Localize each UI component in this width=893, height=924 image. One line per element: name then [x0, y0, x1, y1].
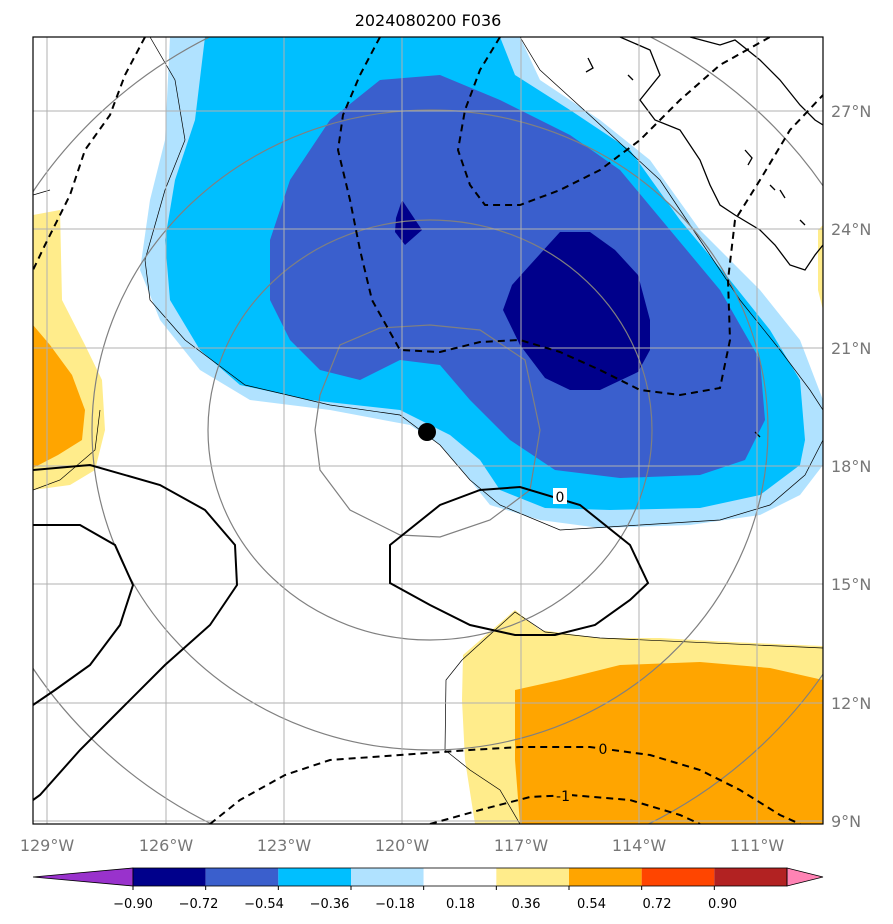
colorbar-segment: [496, 868, 569, 886]
colorbar-extend-high: [786, 867, 824, 887]
colorbar-segment: [714, 868, 787, 886]
lon-tick-label: 120°W: [375, 836, 430, 855]
colorbar-segment: [351, 868, 424, 886]
map-layers: 0 0 -1: [33, 37, 823, 824]
graticule: [33, 37, 823, 824]
fill-navy-region: [503, 232, 650, 390]
thin-contour-lines: [33, 37, 823, 824]
figure-title: 2024080200 F036: [355, 11, 502, 30]
map-frame: [32, 36, 824, 825]
contour-label-zero-north: 0: [556, 490, 565, 506]
lat-tick-label: 9°N: [831, 812, 861, 831]
lon-tick-label: 114°W: [612, 836, 667, 855]
contour-label-minus-one: -1: [556, 789, 570, 805]
lon-tick-label: 129°W: [20, 836, 75, 855]
dashed-contours: [33, 37, 823, 824]
colorbar: [32, 867, 824, 890]
lon-tick-label: 126°W: [139, 836, 194, 855]
colorbar-tick-label: 0.90: [708, 897, 737, 912]
contour-label-bg: [553, 488, 567, 504]
colorbar-tick-label: −0.90: [113, 897, 153, 912]
lat-tick-label: 15°N: [831, 575, 871, 594]
colorbar-outline: [132, 867, 788, 887]
solid-contours: [33, 463, 650, 801]
lon-tick-label: 111°W: [730, 836, 785, 855]
lon-tick-label: 123°W: [257, 836, 312, 855]
colorbar-tick-labels: −0.90 −0.72 −0.54 −0.36 −0.18 0.18 0.36 …: [113, 897, 737, 912]
colorbar-tick-label: 0.18: [446, 897, 475, 912]
colorbar-segment: [423, 868, 497, 886]
colorbar-tick-label: 0.72: [643, 897, 672, 912]
lat-tick-label: 18°N: [831, 457, 871, 476]
colorbar-tick-label: −0.36: [310, 897, 350, 912]
colorbar-segment: [569, 868, 642, 886]
lat-tick-label: 24°N: [831, 220, 871, 239]
colorbar-tick-label: −0.72: [179, 897, 219, 912]
coastline: [585, 37, 823, 438]
lon-tick-label: 117°W: [494, 836, 549, 855]
fill-royal-blue-region: [270, 75, 765, 478]
storm-center-dot: [418, 423, 436, 441]
contour-label-bg: [596, 740, 610, 756]
lat-tick-label: 12°N: [831, 694, 871, 713]
contour-label-zero-south: 0: [599, 742, 608, 758]
colorbar-tick-label: −0.54: [244, 897, 284, 912]
colorbar-segment: [278, 868, 351, 886]
contour-labels: 0 0 -1: [553, 488, 610, 805]
colorbar-tick-label: −0.18: [375, 897, 415, 912]
colorbar-segment: [205, 868, 279, 886]
colorbar-extend-low: [32, 867, 134, 887]
lat-tick-label: 27°N: [831, 102, 871, 121]
contour-label-bg: [554, 787, 572, 803]
lat-tick-labels: 27°N 24°N 21°N 18°N 15°N 12°N 9°N: [831, 102, 871, 831]
colorbar-tick-label: 0.36: [512, 897, 541, 912]
lon-tick-labels: 129°W 126°W 123°W 120°W 117°W 114°W 111°…: [20, 836, 785, 855]
fill-orange-west-region: [33, 325, 85, 468]
colorbar-segment: [641, 868, 715, 886]
colorbar-segment: [133, 868, 206, 886]
lat-tick-label: 21°N: [831, 339, 871, 358]
colorbar-tick-label: 0.54: [577, 897, 606, 912]
range-rings: [33, 37, 823, 824]
